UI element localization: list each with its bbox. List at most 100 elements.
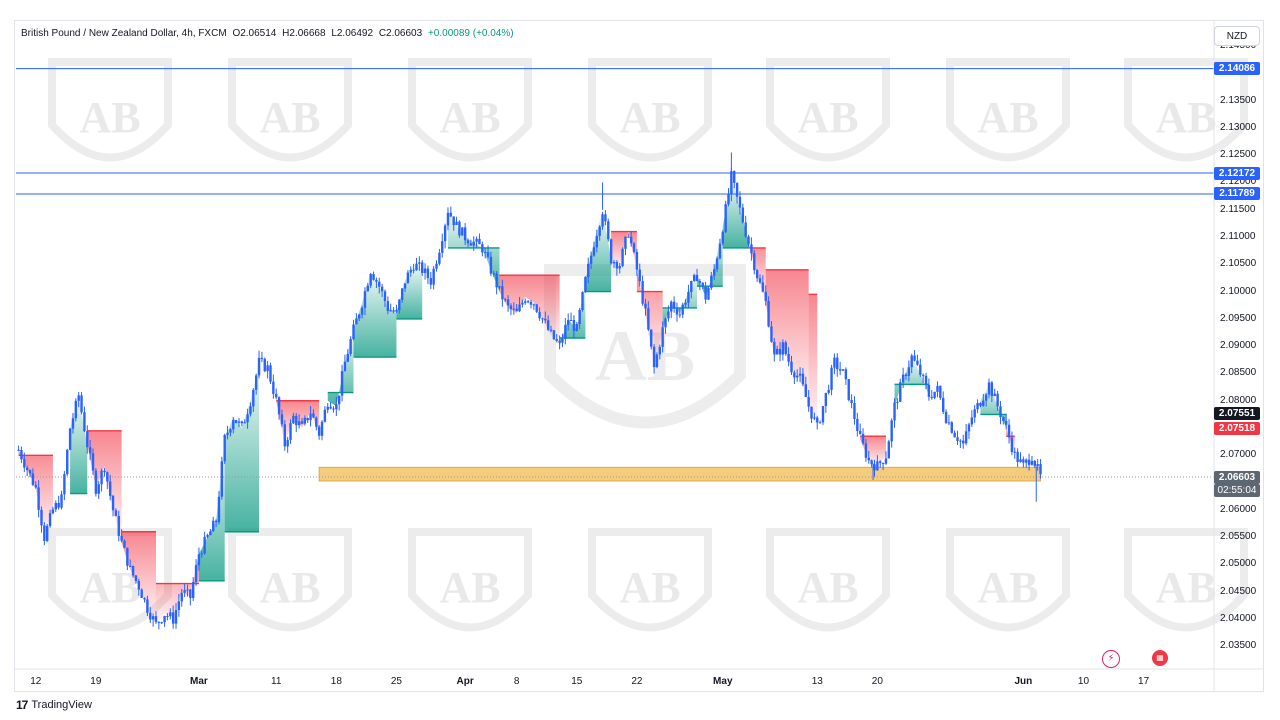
candle-body bbox=[312, 413, 315, 418]
price-tag-red: 2.07518 bbox=[1214, 422, 1260, 435]
watermark-shield bbox=[408, 58, 532, 162]
candle-body bbox=[767, 300, 770, 327]
candle-body bbox=[890, 420, 893, 442]
watermark-shield bbox=[1124, 58, 1248, 162]
tradingview-logo-icon[interactable]: 17 bbox=[16, 698, 28, 712]
open-value: O2.06514 bbox=[232, 28, 277, 39]
price-tick-label: 2.03500 bbox=[1220, 640, 1257, 652]
watermark-letters: AB bbox=[619, 563, 680, 612]
candle-body bbox=[194, 565, 198, 583]
candle-body bbox=[738, 196, 742, 208]
candle-body bbox=[17, 449, 20, 451]
candle-body bbox=[773, 341, 776, 355]
candle-body bbox=[584, 277, 587, 293]
candle-body bbox=[838, 369, 842, 371]
candle-body bbox=[23, 459, 26, 468]
watermark-shield bbox=[408, 528, 532, 632]
current-price-tag: 2.06603 bbox=[1214, 471, 1260, 484]
candle-body bbox=[753, 253, 756, 271]
candle-body bbox=[512, 308, 516, 310]
candle-body bbox=[724, 204, 727, 232]
candle-body bbox=[309, 413, 312, 421]
candle-body bbox=[504, 299, 507, 301]
candle-body bbox=[650, 329, 653, 347]
calendar-icon[interactable]: ▦ bbox=[1152, 650, 1168, 666]
candle-body bbox=[604, 214, 607, 222]
symbol-title[interactable]: British Pound / New Zealand Dollar, 4h, … bbox=[21, 28, 227, 39]
candle-body bbox=[297, 421, 301, 426]
candle-body bbox=[924, 375, 928, 385]
symbol-header: British Pound / New Zealand Dollar, 4h, … bbox=[21, 28, 517, 39]
candle-body bbox=[567, 320, 570, 325]
candle-body bbox=[987, 382, 991, 395]
candle-body bbox=[197, 554, 201, 566]
candle-body bbox=[798, 373, 802, 376]
candle-body bbox=[169, 612, 172, 617]
trail-fill-bear bbox=[808, 294, 818, 429]
candle-body bbox=[286, 439, 289, 447]
candle-body bbox=[607, 221, 610, 240]
candle-body bbox=[976, 403, 979, 410]
candle-body bbox=[149, 612, 152, 620]
candle-body bbox=[1019, 459, 1022, 463]
candle-body bbox=[1004, 420, 1008, 425]
candle-body bbox=[37, 487, 40, 510]
currency-unit-button[interactable]: NZD bbox=[1214, 26, 1260, 46]
candle-body bbox=[744, 222, 747, 237]
candle-body bbox=[68, 428, 72, 450]
candle-body bbox=[684, 302, 687, 305]
candle-body bbox=[670, 301, 673, 312]
candle-body bbox=[131, 565, 135, 576]
trail-fill-bull bbox=[353, 269, 397, 358]
candle-body bbox=[151, 616, 155, 620]
watermark-shield bbox=[766, 58, 890, 162]
candle-body bbox=[821, 406, 825, 423]
candle-body bbox=[306, 417, 309, 421]
candle-body bbox=[721, 231, 724, 244]
candle-body bbox=[538, 311, 541, 319]
candle-body bbox=[154, 616, 158, 622]
candle-body bbox=[641, 281, 644, 304]
candle-body bbox=[775, 348, 779, 355]
trail-fill-bear bbox=[1006, 428, 1015, 456]
candle-body bbox=[950, 422, 953, 433]
watermark-letters: AB bbox=[797, 563, 858, 612]
candle-body bbox=[962, 440, 965, 444]
candle-body bbox=[438, 252, 441, 264]
candle-body bbox=[435, 263, 438, 269]
candle-body bbox=[801, 373, 805, 385]
watermark-letters: AB bbox=[259, 563, 320, 612]
lightning-icon[interactable]: ⚡ bbox=[1102, 650, 1120, 668]
candle-body bbox=[552, 330, 556, 340]
candle-body bbox=[346, 353, 349, 362]
candle-body bbox=[83, 412, 86, 432]
candle-body bbox=[495, 273, 498, 288]
candle-body bbox=[947, 422, 951, 424]
candle-body bbox=[140, 589, 143, 598]
candle-body bbox=[609, 239, 613, 264]
time-tick-label: 8 bbox=[513, 676, 520, 687]
candle-body bbox=[489, 256, 493, 274]
candle-body bbox=[272, 381, 275, 394]
time-tick-label: 15 bbox=[571, 676, 583, 687]
candle-body bbox=[816, 417, 819, 423]
watermark-shield bbox=[946, 528, 1070, 632]
candle-body bbox=[730, 171, 733, 194]
candle-body bbox=[790, 361, 793, 373]
trail-fill-bull bbox=[327, 329, 354, 407]
candle-body bbox=[300, 421, 304, 424]
candle-body bbox=[237, 421, 241, 423]
candle-body bbox=[100, 470, 103, 485]
low-value: L2.06492 bbox=[331, 28, 374, 39]
candle-body bbox=[171, 612, 175, 624]
candle-body bbox=[386, 301, 390, 311]
candle-body bbox=[292, 415, 295, 424]
footer-branding: 17 TradingView bbox=[16, 698, 92, 712]
watermark-letters: AB bbox=[977, 93, 1038, 142]
candle-body bbox=[257, 357, 261, 376]
candle-body bbox=[735, 182, 739, 197]
candle-body bbox=[352, 324, 355, 340]
candle-body bbox=[355, 318, 358, 325]
candle-body bbox=[526, 301, 530, 303]
